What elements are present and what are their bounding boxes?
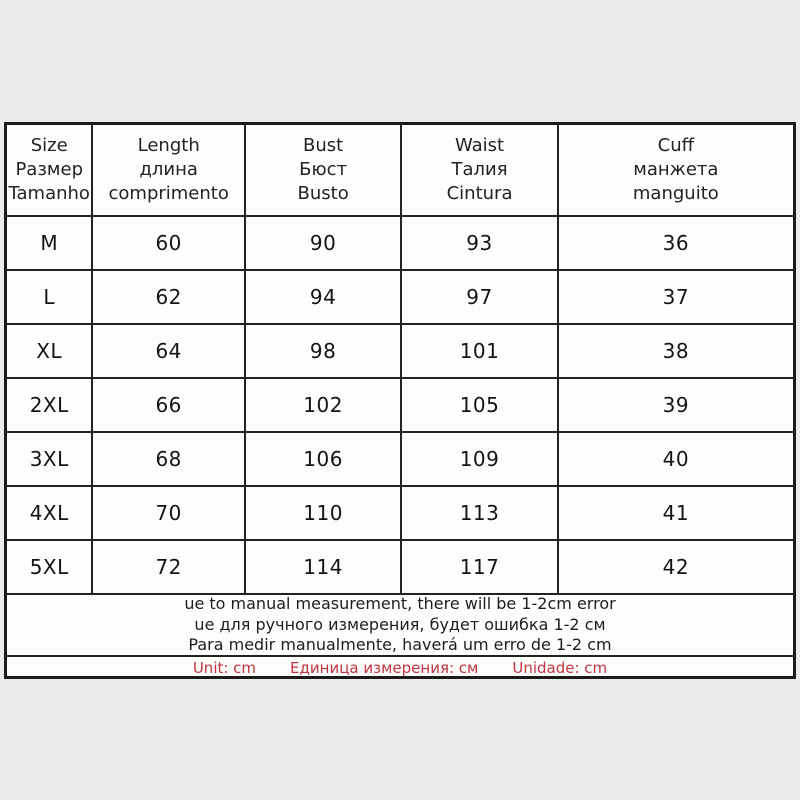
cell-size: L [7, 271, 94, 323]
cell-size: 3XL [7, 433, 94, 485]
cell-bust: 90 [246, 217, 403, 269]
cell-bust: 110 [246, 487, 403, 539]
cell-cuff: 38 [662, 339, 690, 363]
cell-cuff: 36 [662, 231, 690, 255]
cell-length: 60 [93, 217, 246, 269]
header-waist-en: Waist [454, 135, 505, 156]
cell-waist: 117 [402, 541, 559, 593]
note-line-ru: ue для ручного измерения, будет ошибка 1… [194, 614, 606, 634]
cell-waist: 101 [402, 325, 559, 377]
unit-label-en: Unit: cm [192, 658, 257, 677]
cell-length: 70 [93, 487, 246, 539]
cell-size: M [7, 217, 94, 269]
cell-length: 66 [93, 379, 246, 431]
cell-bust: 102 [246, 379, 403, 431]
cell-waist: 97 [402, 271, 559, 323]
header-cuff-en: Cuff [657, 135, 695, 156]
header-length-en: Length [137, 135, 200, 156]
cell-cuff: 40 [662, 447, 690, 471]
note-line-en: ue to manual measurement, there will be … [184, 594, 616, 614]
header-size-ru: Размер [15, 159, 83, 180]
header-bust-pt: Busto [297, 183, 349, 204]
cell-bust: 106 [246, 433, 403, 485]
cell-size: XL [7, 325, 94, 377]
cell-waist: 105 [402, 379, 559, 431]
cell-bust: 94 [246, 271, 403, 323]
cell-length: 64 [93, 325, 246, 377]
cell-cuff: 42 [662, 555, 690, 579]
table-row-l: L 62 94 97 37 [7, 271, 793, 325]
cell-length: 72 [93, 541, 246, 593]
header-waist-pt: Cintura [446, 183, 513, 204]
cell-waist: 93 [402, 217, 559, 269]
header-cuff-pt: manguito [632, 183, 719, 204]
cell-size: 5XL [7, 541, 94, 593]
cell-length: 68 [93, 433, 246, 485]
note-line-pt: Para medir manualmente, haverá um erro d… [188, 635, 612, 655]
header-cell-bust: Bust Бюст Busto [246, 125, 403, 215]
size-chart-table: Size Размер Tamanho Length длина comprim… [4, 122, 796, 679]
cell-cuff: 37 [662, 285, 690, 309]
unit-label-ru: Единица измерения: см [290, 658, 479, 677]
header-size-en: Size [30, 135, 68, 156]
header-bust-en: Bust [303, 135, 344, 156]
table-row-5xl: 5XL 72 114 117 42 [7, 541, 793, 595]
cell-bust: 98 [246, 325, 403, 377]
table-row-3xl: 3XL 68 106 109 40 [7, 433, 793, 487]
cell-waist: 109 [402, 433, 559, 485]
header-waist-ru: Талия [451, 159, 508, 180]
measurement-notes: ue to manual measurement, there will be … [7, 594, 793, 657]
header-size-pt: Tamanho [8, 183, 90, 204]
cell-bust: 114 [246, 541, 403, 593]
table-row-xl: XL 64 98 101 38 [7, 325, 793, 379]
header-length-ru: длина [139, 159, 198, 180]
header-cell-length: Length длина comprimento [93, 125, 246, 215]
cell-cuff: 41 [662, 501, 690, 525]
unit-label-pt: Unidade: cm [512, 658, 608, 677]
table-row-2xl: 2XL 66 102 105 39 [7, 379, 793, 433]
cell-size: 2XL [7, 379, 94, 431]
header-row: Size Размер Tamanho Length длина comprim… [7, 125, 793, 217]
header-cell-cuff: Cuff манжета manguito [559, 125, 793, 215]
cell-size: 4XL [7, 487, 94, 539]
header-length-pt: comprimento [108, 183, 229, 204]
cell-length: 62 [93, 271, 246, 323]
table-row-m: M 60 90 93 36 [7, 217, 793, 271]
table-row-4xl: 4XL 70 110 113 41 [7, 487, 793, 541]
header-bust-ru: Бюст [299, 159, 348, 180]
cell-cuff: 39 [662, 393, 690, 417]
header-cell-waist: Waist Талия Cintura [402, 125, 559, 215]
header-cuff-ru: манжета [633, 159, 719, 180]
header-cell-size: Size Размер Tamanho [7, 125, 94, 215]
cell-waist: 113 [402, 487, 559, 539]
unit-row: Unit: cm Единица измерения: см Unidade: … [7, 657, 793, 678]
